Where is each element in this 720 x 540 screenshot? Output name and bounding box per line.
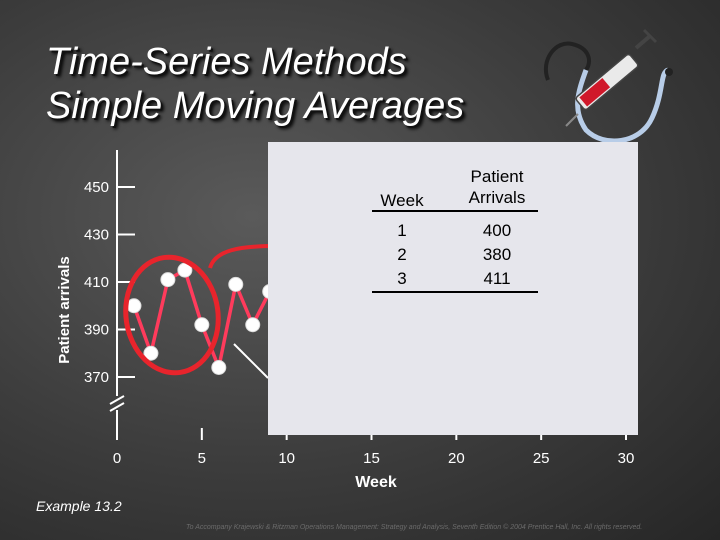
y-tick-label: 390 — [84, 322, 109, 339]
title-line-1: Time-Series Methods — [46, 41, 407, 83]
y-axis-label: Patient arrivals — [56, 256, 73, 364]
data-point — [160, 272, 176, 288]
table-cell-arrivals: 400 — [482, 221, 512, 240]
data-point — [143, 345, 159, 361]
x-tick-label: 20 — [448, 450, 465, 467]
y-tick-label: 430 — [84, 227, 109, 244]
x-tick-label: 15 — [363, 450, 380, 467]
table-cell-arrivals: 380 — [482, 245, 512, 264]
x-axis-label: Week — [355, 474, 397, 491]
x-tick-label: 10 — [278, 450, 295, 467]
footer-rule — [372, 291, 538, 293]
table-cell-week: 3 — [397, 269, 407, 288]
y-tick-label: 410 — [84, 274, 109, 291]
header-week: Week — [380, 191, 424, 210]
data-point — [228, 276, 244, 292]
y-tick-label: 370 — [84, 369, 109, 386]
copyright-footer: To Accompany Krajewski & Ritzman Operati… — [186, 524, 643, 531]
header-arrivals-line1: Patient — [470, 167, 524, 186]
data-point — [194, 317, 210, 333]
data-point — [126, 298, 142, 314]
series-group — [126, 262, 278, 379]
x-tick-label: 25 — [533, 450, 550, 467]
data-table-panel: Week Patient Arrivals 1 400 2 380 3 411 — [268, 142, 638, 435]
x-tick-label: 5 — [198, 450, 206, 467]
table-cell-week: 1 — [397, 221, 407, 240]
y-ticks: 370 390 410 430 450 — [84, 179, 135, 386]
axis-break-icon — [109, 395, 125, 412]
x-tick-label: 0 — [113, 450, 121, 467]
title-line-2: Simple Moving Averages — [46, 85, 465, 127]
y-tick-label: 450 — [84, 179, 109, 196]
x-tick-label: 30 — [618, 450, 635, 467]
trend-line-segment — [233, 343, 269, 379]
example-label: Example 13.2 — [36, 498, 122, 514]
data-point — [245, 317, 261, 333]
header-rule — [372, 210, 538, 212]
data-point — [211, 360, 227, 375]
header-arrivals-line2: Arrivals — [468, 188, 526, 207]
stethoscope-syringe-icon — [544, 28, 673, 144]
table-cell-week: 2 — [397, 245, 407, 264]
highlight-ellipse — [123, 254, 221, 376]
table-cell-arrivals: 411 — [483, 269, 511, 288]
slide-title: Time-Series Methods Simple Moving Averag… — [46, 40, 464, 128]
